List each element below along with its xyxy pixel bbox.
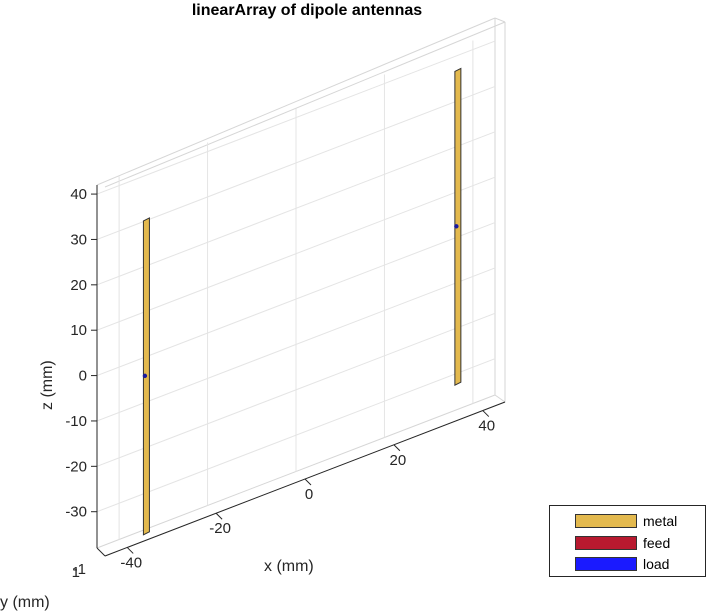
dipole-1 (142, 217, 150, 536)
feed-point (454, 224, 459, 229)
legend: metal feed load (549, 505, 706, 577)
y-axis-label: y (mm) (0, 594, 50, 611)
grid-lines (96, 40, 496, 540)
z-tick-label: 10 (70, 322, 87, 339)
z-tick-label: 30 (70, 231, 87, 248)
legend-item-metal: metal (550, 512, 705, 532)
x-tick-label: 40 (478, 418, 495, 435)
x-tick-label: 20 (390, 452, 407, 469)
legend-label-metal: metal (643, 513, 678, 529)
z-tick-label: -10 (65, 413, 87, 430)
y-tick-label: -1 (73, 561, 86, 578)
x-tick-label: -20 (209, 520, 231, 537)
x-tick-1 (215, 512, 223, 520)
legend-item-feed: feed (550, 534, 705, 554)
z-tick-label: 0 (79, 368, 87, 385)
chart-title: linearArray of dipole antennas (192, 2, 422, 19)
legend-label-load: load (643, 556, 670, 572)
axis-lines (96, 185, 506, 557)
legend-item-load: load (550, 555, 705, 575)
feed-point (142, 373, 148, 379)
dipole-elements (142, 67, 462, 536)
x-tick-label: -40 (120, 554, 142, 571)
feed-swatch (575, 536, 637, 550)
x-axis-label: x (mm) (264, 558, 314, 575)
z-tick-labels: 40 30 20 10 0 -10 -20 -30 (65, 186, 87, 521)
y-tick-labels: -11 (72, 561, 86, 581)
legend-label-feed: feed (643, 535, 671, 551)
x-tick-label: 0 (305, 486, 313, 503)
z-tick-label: -30 (65, 504, 87, 521)
axis-ticks (91, 193, 490, 554)
dipole-2 (454, 67, 462, 386)
metal-swatch (575, 514, 637, 528)
x-tick-3 (393, 444, 401, 452)
x-tick-4 (482, 410, 490, 417)
z-tick-label: 20 (70, 277, 87, 294)
z-tick-label: -20 (65, 458, 87, 475)
x-tick-labels: -40 -20 0 20 40 (120, 418, 495, 572)
load-swatch (575, 557, 637, 571)
axes-box (96, 17, 506, 557)
z-tick-label: 40 (70, 186, 87, 203)
x-tick-2 (304, 478, 312, 486)
y-tick-label: 1 (72, 564, 80, 581)
z-axis-label: z (mm) (39, 360, 56, 410)
x-tick-0 (126, 547, 134, 554)
